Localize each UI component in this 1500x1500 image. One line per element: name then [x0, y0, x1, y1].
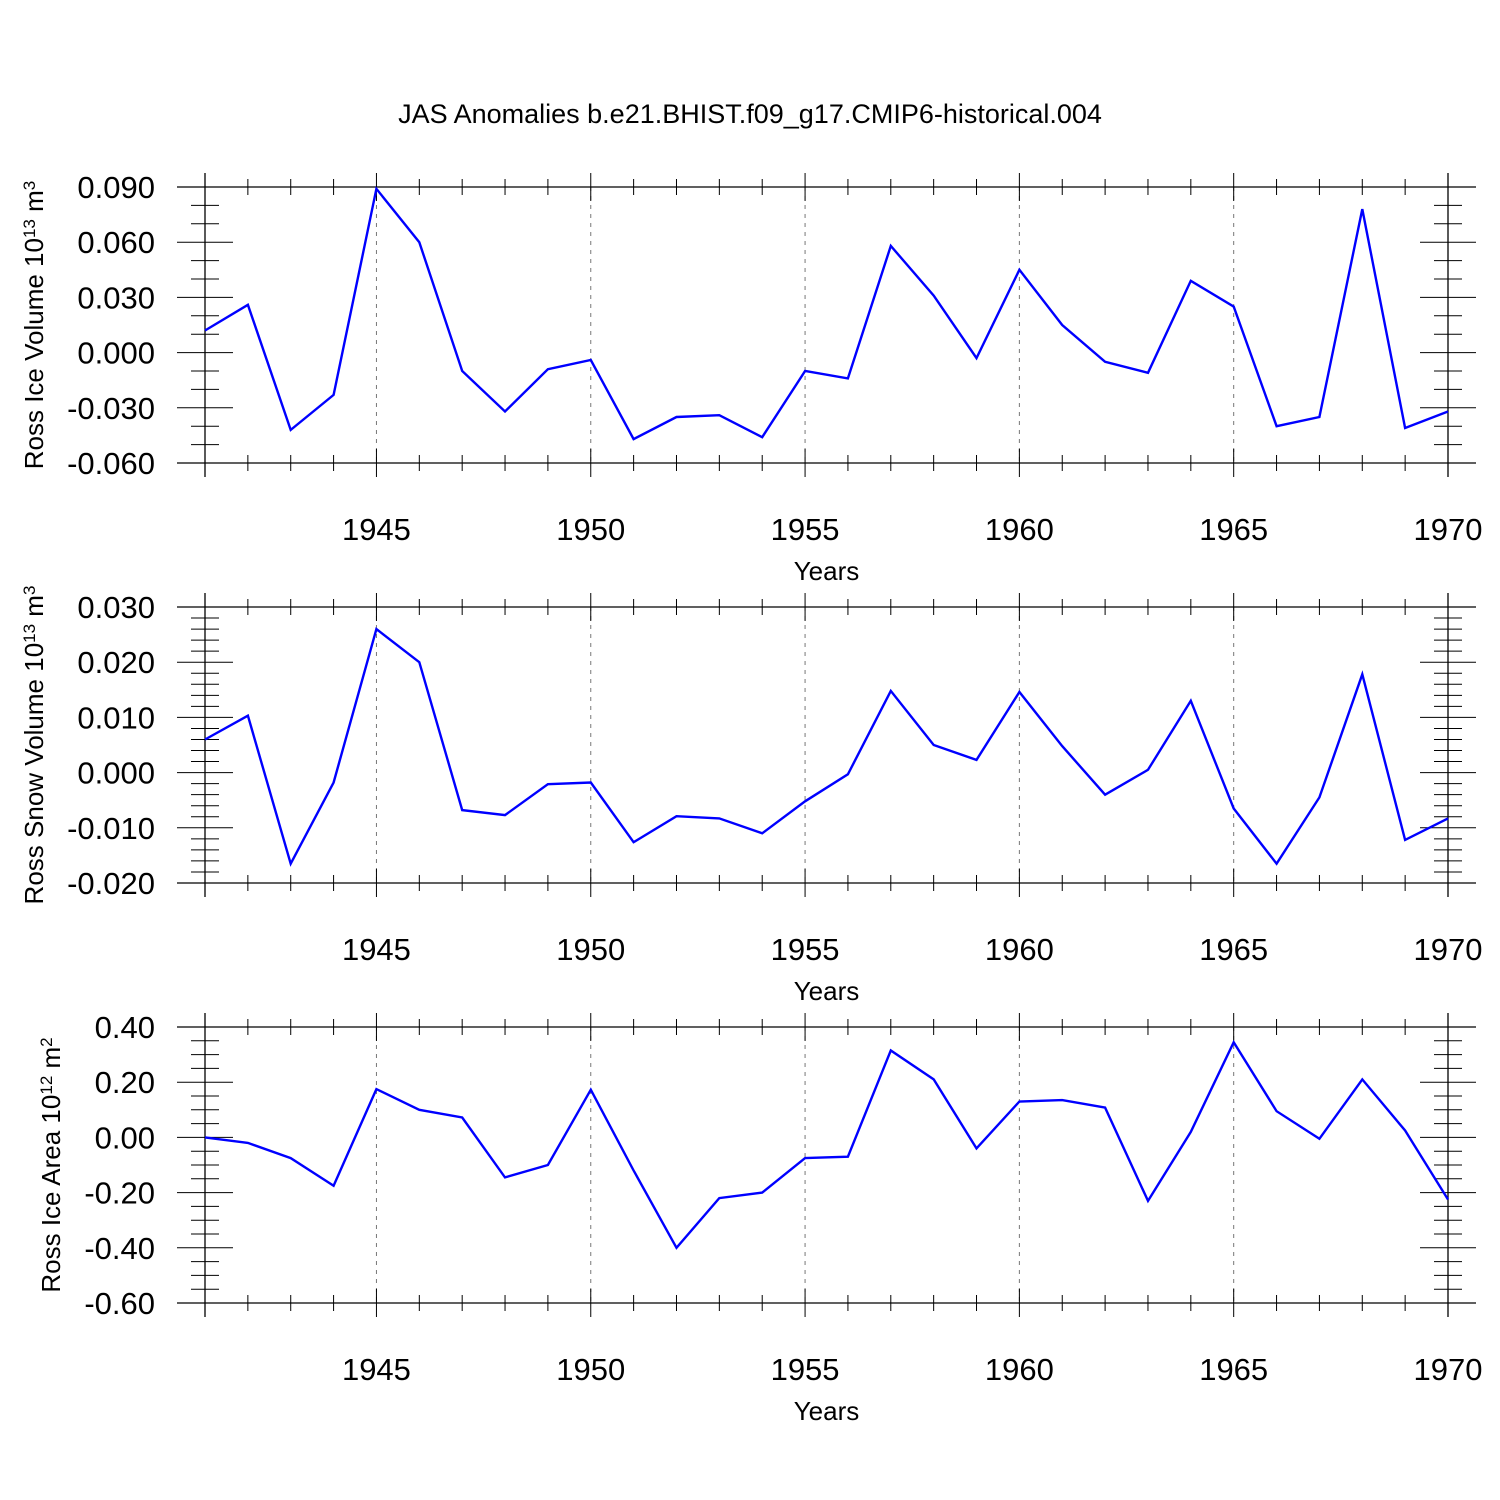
- series-line: [204, 1039, 1450, 1250]
- chart-panel-3: -0.60 -0.40 -0.20 0.00 0.20 0.40 1945 1950 1955 1…: [36, 1010, 1482, 1426]
- y-tick-label: -0.40: [84, 1231, 155, 1266]
- y-axis-label-text: m: [19, 190, 49, 219]
- panels: -0.060 -0.030 0.000 0.030 0.060 0.090 1945 1950…: [19, 170, 1482, 1426]
- x-tick-label: 1955: [771, 932, 840, 967]
- x-tick-label: 1970: [1414, 932, 1483, 967]
- y-tick-label: -0.20: [84, 1176, 155, 1211]
- y-tick-label: 0.030: [77, 590, 155, 625]
- y-tick-label: -0.020: [67, 866, 155, 901]
- x-tick-label: 1955: [771, 512, 840, 547]
- y-tick-label: 0.090: [77, 170, 155, 205]
- y-tick-label: 0.000: [77, 336, 155, 371]
- y-axis-label-text: m: [19, 595, 49, 624]
- y-axis-label-superscript: 13: [20, 624, 39, 643]
- y-axis-label-text: Ross Ice Area 10: [36, 1095, 66, 1293]
- x-tick-label: 1965: [1199, 932, 1268, 967]
- x-tick-label: 1960: [985, 512, 1054, 547]
- y-tick-label: 0.030: [77, 280, 155, 315]
- x-tick-label: 1945: [342, 932, 411, 967]
- y-tick-label: -0.010: [67, 811, 155, 846]
- x-tick-label: 1945: [342, 512, 411, 547]
- x-tick-label: 1950: [556, 1352, 625, 1387]
- chart-panel-1: -0.060 -0.030 0.000 0.030 0.060 0.090 1945 1950…: [19, 170, 1482, 586]
- y-axis-label-text: m: [36, 1047, 66, 1076]
- y-axis-label-superscript: 12: [37, 1076, 56, 1095]
- chart-panel-2: -0.020 -0.010 0.000 0.010 0.020 0.030 1945 1950…: [19, 586, 1482, 1006]
- x-tick-label: 1960: [985, 1352, 1054, 1387]
- x-tick-label: 1970: [1414, 1352, 1483, 1387]
- x-axis-label: Years: [794, 1396, 860, 1426]
- x-tick-label: 1945: [342, 1352, 411, 1387]
- y-axis-label: Ross Ice Area 1012 m2: [36, 1037, 66, 1292]
- x-tick-label: 1950: [556, 932, 625, 967]
- y-tick-label: -0.60: [84, 1286, 155, 1321]
- y-tick-label: 0.000: [77, 756, 155, 791]
- y-axis-label: Ross Ice Volume 1013 m3: [19, 181, 49, 470]
- y-tick-label: -0.030: [67, 391, 155, 426]
- series-line: [204, 627, 1449, 867]
- x-tick-label: 1960: [985, 932, 1054, 967]
- y-tick-label: 0.020: [77, 645, 155, 680]
- y-tick-label: 0.20: [95, 1065, 155, 1100]
- y-axis-label-text: Ross Snow Volume 10: [19, 643, 49, 905]
- x-tick-label: 1965: [1199, 1352, 1268, 1387]
- y-axis-label: Ross Snow Volume 1013 m3: [19, 586, 49, 905]
- y-tick-label: -0.060: [67, 446, 155, 481]
- y-axis-label-superscript: 2: [37, 1037, 56, 1046]
- y-axis-label-superscript: 3: [20, 181, 39, 190]
- x-tick-label: 1965: [1199, 512, 1268, 547]
- x-tick-label: 1950: [556, 512, 625, 547]
- y-tick-label: 0.00: [95, 1120, 155, 1155]
- x-axis-label: Years: [794, 556, 860, 586]
- y-tick-label: 0.010: [77, 700, 155, 735]
- y-axis-label-superscript: 3: [20, 586, 39, 595]
- y-tick-label: 0.40: [95, 1010, 155, 1045]
- x-tick-label: 1970: [1414, 512, 1483, 547]
- y-axis-label-superscript: 13: [20, 219, 39, 238]
- chart-title: JAS Anomalies b.e21.BHIST.f09_g17.CMIP6-…: [398, 99, 1102, 129]
- x-axis-label: Years: [794, 976, 860, 1006]
- x-tick-label: 1955: [771, 1352, 840, 1387]
- y-axis-label-text: Ross Ice Volume 10: [19, 238, 49, 469]
- series-line: [204, 186, 1449, 441]
- y-tick-label: 0.060: [77, 225, 155, 260]
